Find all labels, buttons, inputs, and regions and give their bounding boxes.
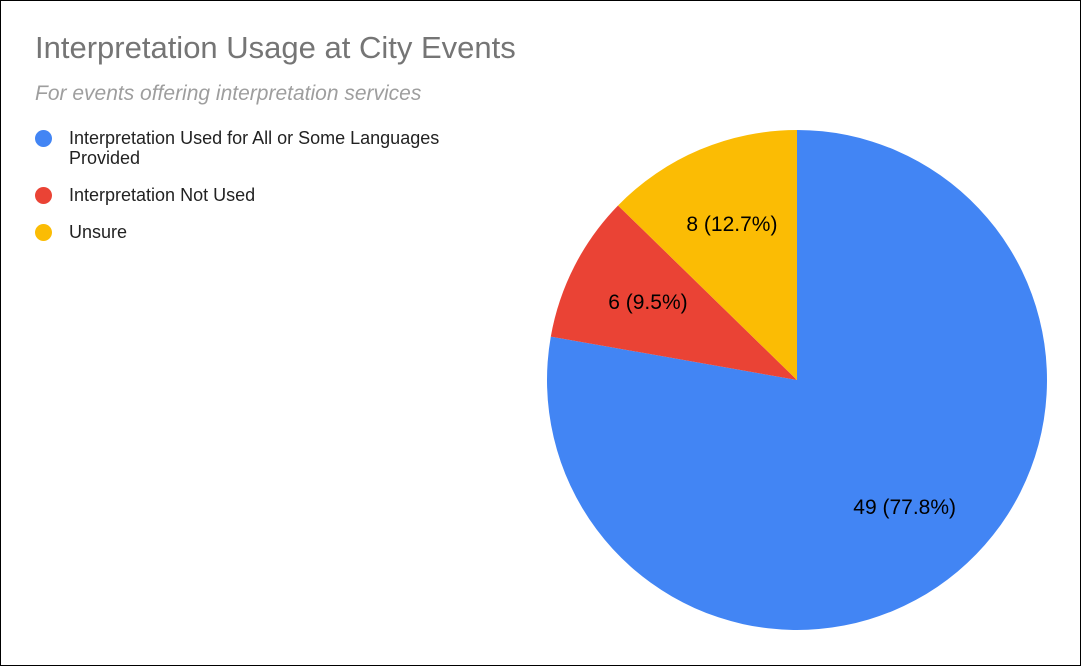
legend-swatch: [35, 130, 52, 147]
legend-swatch: [35, 187, 52, 204]
legend-swatch: [35, 224, 52, 241]
data-label: 6 (9.5%): [608, 291, 687, 314]
pie-slice: [550, 205, 797, 380]
pie-slice: [547, 130, 1047, 631]
legend-label: Interpretation Not Used: [69, 185, 256, 205]
data-label: 49 (77.8%): [853, 496, 956, 519]
legend-label: Unsure: [69, 222, 128, 242]
legend: Interpretation Used for All or Some Lang…: [35, 128, 515, 259]
legend-label: Interpretation Used for All or Some Lang…: [69, 128, 440, 168]
pie-slice: [618, 130, 797, 380]
legend-item: Interpretation Not Used: [35, 185, 514, 205]
data-label: 8 (12.7%): [686, 213, 777, 236]
legend-item: Unsure: [35, 222, 514, 242]
legend-item: Interpretation Used for All or Some Lang…: [35, 128, 514, 168]
chart-subtitle: For events offering interpretation servi…: [35, 82, 422, 105]
chart-title: Interpretation Usage at City Events: [35, 30, 516, 65]
